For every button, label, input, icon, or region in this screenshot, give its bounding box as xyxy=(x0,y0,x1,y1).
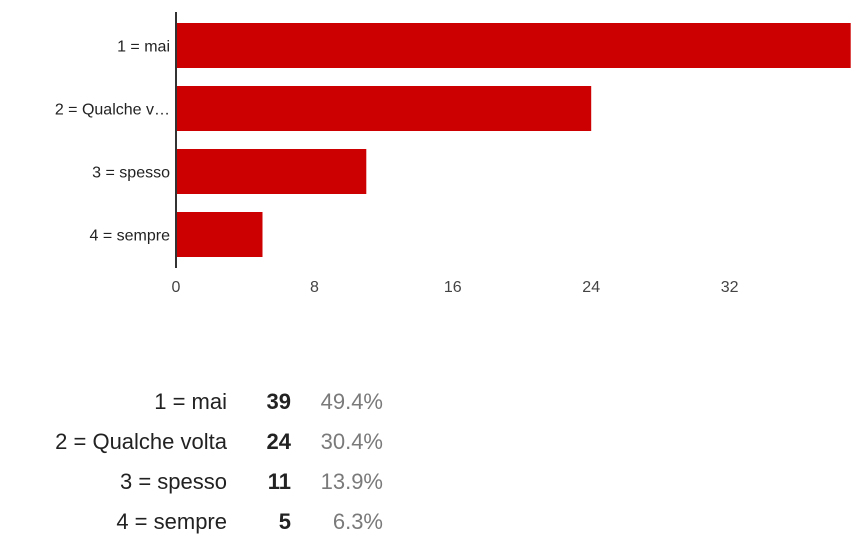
x-tick-label: 0 xyxy=(172,279,181,296)
summary-label: 2 = Qualche volta xyxy=(55,429,227,454)
bar xyxy=(176,212,263,257)
summary-count: 24 xyxy=(266,429,291,454)
bar xyxy=(176,86,592,131)
response-summary: 1 = mai 39 49.4% 2 = Qualche volta 24 30… xyxy=(0,382,851,558)
summary-row: 4 = sempre 5 6.3% xyxy=(0,502,851,542)
category-label: 2 = Qualche v… xyxy=(55,102,170,119)
summary-percent: 13.9% xyxy=(320,469,383,494)
summary-label: 1 = mai xyxy=(154,389,227,414)
summary-row: 1 = mai 39 49.4% xyxy=(0,382,851,422)
summary-percent: 6.3% xyxy=(332,509,383,534)
summary-percent: 49.4% xyxy=(320,389,383,414)
x-tick-label: 24 xyxy=(582,279,600,296)
summary-row: 2 = Qualche volta 24 30.4% xyxy=(0,422,851,462)
bar xyxy=(176,149,367,194)
summary-count: 5 xyxy=(278,509,291,534)
category-label: 4 = sempre xyxy=(90,228,171,245)
category-label: 1 = mai xyxy=(117,39,170,56)
summary-count: 39 xyxy=(266,389,291,414)
x-tick-label: 16 xyxy=(444,279,462,296)
summary-label: 3 = spesso xyxy=(119,469,227,494)
bar xyxy=(176,23,851,68)
x-tick-label: 8 xyxy=(310,279,319,296)
summary-percent: 30.4% xyxy=(320,429,383,454)
bar-chart: 1 = mai 2 = Qualche v… 3 = spesso 4 = sempr… xyxy=(55,12,851,296)
x-tick-label: 32 xyxy=(721,279,739,296)
summary-label: 4 = sempre xyxy=(116,509,227,534)
summary-row: 3 = spesso 11 13.9% xyxy=(0,462,851,502)
category-label: 3 = spesso xyxy=(92,165,170,182)
summary-count: 11 xyxy=(267,469,291,494)
bar-chart-svg: 1 = mai 2 = Qualche v… 3 = spesso 4 = sempr… xyxy=(55,12,851,296)
